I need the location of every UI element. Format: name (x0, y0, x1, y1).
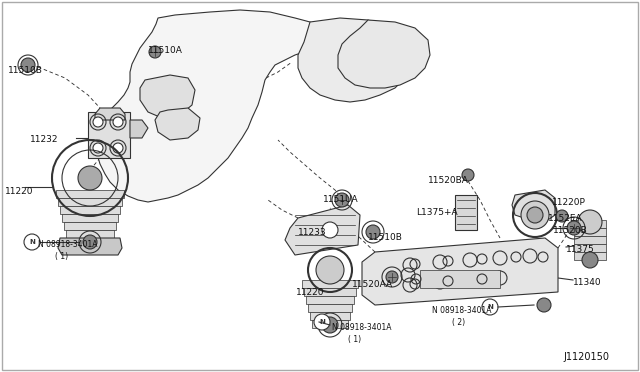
Text: N: N (487, 304, 493, 310)
Text: N: N (319, 319, 325, 325)
Text: 11375: 11375 (566, 245, 595, 254)
Polygon shape (155, 108, 200, 140)
Bar (66, 230, 114, 238)
Polygon shape (88, 112, 130, 158)
Bar (62, 214, 118, 222)
Bar (574, 236, 606, 244)
Bar (574, 228, 606, 236)
Polygon shape (298, 18, 412, 102)
Polygon shape (95, 108, 125, 120)
Circle shape (21, 58, 35, 72)
Polygon shape (512, 190, 555, 222)
Bar (302, 280, 358, 288)
Text: 1151UA: 1151UA (323, 195, 358, 204)
Circle shape (83, 235, 97, 249)
Text: ( 2): ( 2) (452, 318, 465, 327)
Polygon shape (140, 75, 195, 118)
Circle shape (78, 166, 102, 190)
Bar (420, 270, 500, 288)
Bar (310, 312, 350, 320)
Text: 11520B: 11520B (553, 226, 588, 235)
Bar (56, 190, 124, 198)
Circle shape (316, 256, 344, 284)
Text: N 08918-3401A: N 08918-3401A (38, 240, 97, 249)
Circle shape (113, 117, 123, 127)
Bar (304, 288, 356, 296)
Circle shape (482, 299, 498, 315)
Polygon shape (130, 120, 148, 138)
Circle shape (24, 234, 40, 250)
Text: 11220: 11220 (296, 288, 324, 297)
Circle shape (335, 193, 349, 207)
Bar (58, 198, 122, 206)
Text: 11510A: 11510A (148, 46, 183, 55)
Circle shape (322, 222, 338, 238)
Text: 11233: 11233 (298, 228, 326, 237)
Circle shape (537, 298, 551, 312)
Text: 11232: 11232 (30, 135, 58, 144)
Text: ( 1): ( 1) (55, 252, 68, 261)
Bar (455, 195, 477, 230)
Bar (64, 222, 116, 230)
Polygon shape (58, 238, 122, 255)
Circle shape (578, 210, 602, 234)
Text: J1120150: J1120150 (563, 352, 609, 362)
Circle shape (314, 314, 330, 330)
Circle shape (462, 169, 474, 181)
Text: N 08918-3401A: N 08918-3401A (432, 306, 492, 315)
Circle shape (567, 221, 581, 235)
Bar (312, 320, 348, 328)
Circle shape (322, 317, 338, 333)
Text: 11510B: 11510B (8, 66, 43, 75)
Bar (306, 296, 354, 304)
Text: N: N (29, 239, 35, 245)
Text: 11340: 11340 (573, 278, 602, 287)
Circle shape (93, 117, 103, 127)
Bar (574, 220, 606, 228)
Polygon shape (96, 10, 318, 202)
Text: 11220P: 11220P (552, 198, 586, 207)
Circle shape (527, 207, 543, 223)
Circle shape (582, 252, 598, 268)
Text: 11510B: 11510B (368, 233, 403, 242)
Circle shape (521, 201, 549, 229)
Circle shape (149, 46, 161, 58)
Circle shape (93, 143, 103, 153)
Bar (308, 304, 352, 312)
Circle shape (366, 225, 380, 239)
Text: 11520AA: 11520AA (352, 280, 393, 289)
Bar (574, 252, 606, 260)
Text: ( 1): ( 1) (348, 335, 361, 344)
Bar (574, 244, 606, 252)
Bar (60, 206, 120, 214)
Circle shape (556, 210, 568, 222)
Polygon shape (362, 238, 558, 305)
Text: L1375+A: L1375+A (416, 208, 458, 217)
Polygon shape (338, 20, 430, 88)
Text: 11520BA: 11520BA (428, 176, 469, 185)
Text: 11220: 11220 (5, 187, 33, 196)
Circle shape (113, 143, 123, 153)
Polygon shape (285, 205, 360, 255)
Text: N 08918-3401A: N 08918-3401A (332, 323, 392, 332)
Bar (68, 238, 112, 246)
Text: 1152EA: 1152EA (548, 214, 582, 223)
Circle shape (386, 271, 398, 283)
